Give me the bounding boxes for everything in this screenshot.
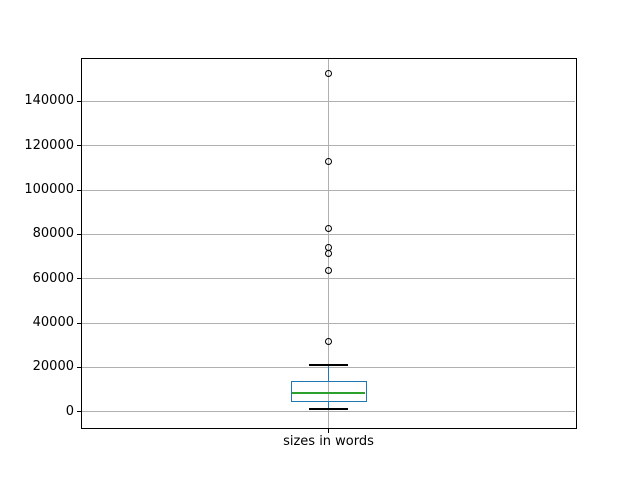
y-tick-label: 120000 <box>24 137 74 153</box>
y-tick <box>77 366 81 368</box>
cap-upper <box>309 364 348 367</box>
y-tick <box>77 411 81 413</box>
outlier-point <box>325 267 332 275</box>
y-tick <box>77 100 81 102</box>
outlier-point <box>325 244 332 252</box>
cap-lower <box>309 408 348 411</box>
y-tick-label: 140000 <box>24 93 74 109</box>
y-tick-label: 100000 <box>24 182 74 198</box>
y-tick-label: 40000 <box>32 315 74 331</box>
outlier-point <box>325 70 332 77</box>
y-tick <box>77 278 81 280</box>
outlier-point <box>325 225 332 233</box>
outlier-point <box>325 158 332 166</box>
iqr-box <box>290 381 367 402</box>
outlier-point <box>325 338 332 346</box>
x-tick-label: sizes in words <box>283 434 374 449</box>
y-tick <box>77 233 81 235</box>
y-tick <box>77 145 81 147</box>
whisker-upper <box>327 365 330 382</box>
y-tick-label: 20000 <box>32 359 74 375</box>
y-tick-label: 60000 <box>32 270 74 286</box>
plot-area <box>81 58 577 429</box>
whisker-lower <box>327 401 330 410</box>
median-line <box>292 392 365 394</box>
y-tick <box>77 322 81 324</box>
y-tick <box>77 189 81 191</box>
x-tick <box>328 429 329 433</box>
y-tick-label: 80000 <box>32 226 74 242</box>
y-tick-label: 0 <box>65 403 74 419</box>
x-gridline <box>328 58 329 428</box>
